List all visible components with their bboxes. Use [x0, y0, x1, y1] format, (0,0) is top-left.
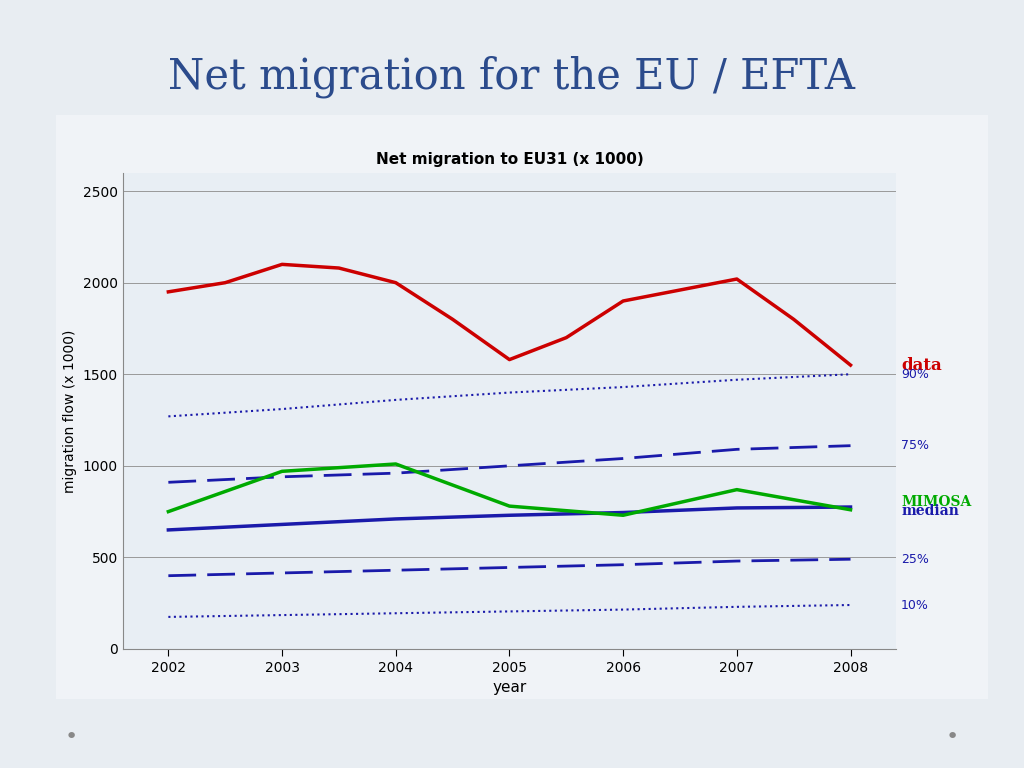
Text: •: • [66, 727, 78, 747]
Text: MIMOSA: MIMOSA [901, 495, 972, 509]
Text: 10%: 10% [901, 598, 929, 611]
Text: Net migration for the EU / EFTA: Net migration for the EU / EFTA [169, 55, 855, 98]
Text: median: median [901, 504, 959, 518]
Text: 90%: 90% [901, 368, 929, 381]
Text: 25%: 25% [901, 553, 929, 566]
Text: data: data [901, 356, 942, 373]
Text: •: • [946, 727, 958, 747]
Text: 75%: 75% [901, 439, 929, 452]
Title: Net migration to EU31 (x 1000): Net migration to EU31 (x 1000) [376, 153, 643, 167]
Y-axis label: migration flow (x 1000): migration flow (x 1000) [63, 329, 78, 492]
X-axis label: year: year [493, 680, 526, 695]
